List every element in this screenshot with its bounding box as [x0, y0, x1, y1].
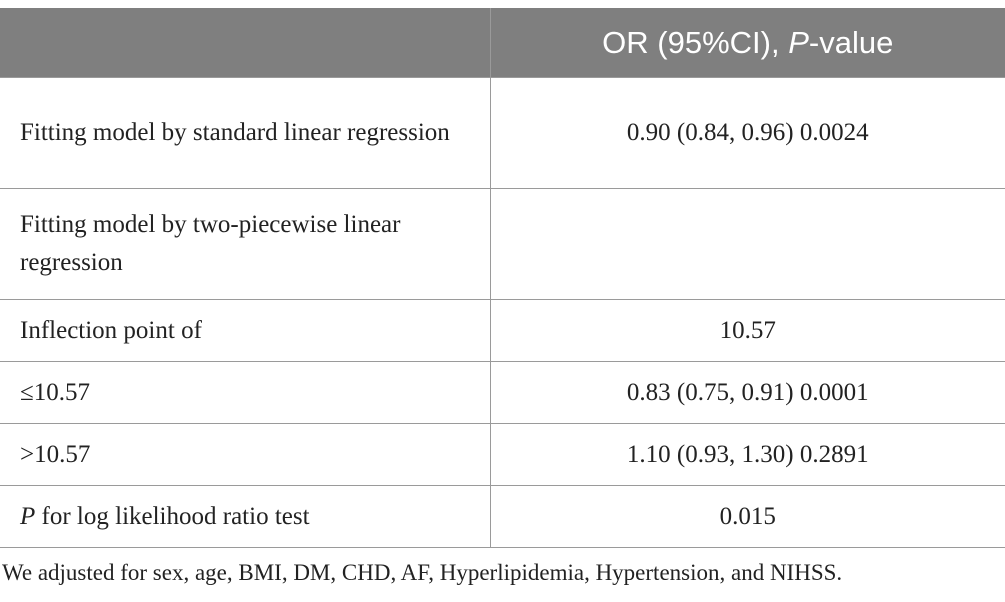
results-table-container: OR (95%CI), P-value Fitting model by sta…	[0, 8, 1005, 548]
results-table: OR (95%CI), P-value Fitting model by sta…	[0, 8, 1005, 548]
row-value: 1.10 (0.93, 1.30) 0.2891	[489, 423, 1005, 486]
row-label: Inflection point of	[0, 299, 491, 362]
table-row: ≤10.57 0.83 (0.75, 0.91) 0.0001	[0, 361, 1005, 424]
header-cell-or: OR (95%CI), P-value	[489, 8, 1005, 78]
row-label-rest: for log likelihood ratio test	[35, 502, 310, 530]
table-row: >10.57 1.10 (0.93, 1.30) 0.2891	[0, 423, 1005, 486]
row-label-p-italic: P	[20, 502, 36, 530]
header-value-text: -value	[808, 24, 894, 60]
row-value: 10.57	[489, 299, 1005, 362]
table-row: Inflection point of 10.57	[0, 299, 1005, 362]
header-cell-empty	[0, 8, 491, 78]
row-label: ≤10.57	[0, 361, 491, 424]
header-or-text: OR (95%CI),	[602, 24, 789, 60]
table-header-row: OR (95%CI), P-value	[0, 8, 1005, 78]
row-value: 0.015	[489, 485, 1005, 548]
row-label: Fitting model by standard linear regress…	[0, 77, 491, 189]
table-footnote: We adjusted for sex, age, BMI, DM, CHD, …	[2, 560, 843, 585]
table-row: P for log likelihood ratio test 0.015	[0, 485, 1005, 548]
header-p-italic: P	[788, 24, 809, 60]
row-label: P for log likelihood ratio test	[0, 485, 491, 548]
row-label: >10.57	[0, 423, 491, 486]
row-value: 0.83 (0.75, 0.91) 0.0001	[489, 361, 1005, 424]
table-row: Fitting model by standard linear regress…	[0, 77, 1005, 189]
row-value: 0.90 (0.84, 0.96) 0.0024	[489, 77, 1005, 189]
row-label: Fitting model by two-piecewise linear re…	[0, 188, 491, 300]
table-row: Fitting model by two-piecewise linear re…	[0, 188, 1005, 300]
row-value	[489, 188, 1005, 300]
